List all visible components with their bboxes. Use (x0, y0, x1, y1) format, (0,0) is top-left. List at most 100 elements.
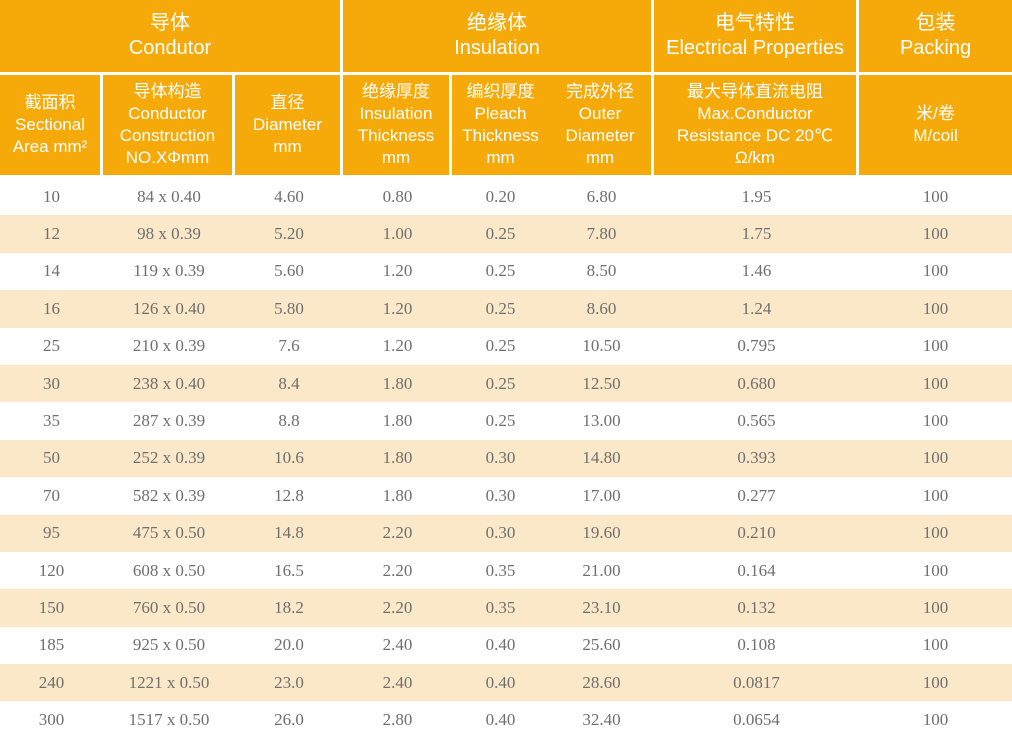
table-row: 12 98 x 0.39 5.20 1.00 0.25 7.80 1.75 100 (0, 215, 1012, 253)
cell-insulation-thickness: 1.80 (343, 439, 453, 478)
cell-max-conductor-resistance: 1.75 (654, 215, 860, 253)
table-row: 14 119 x 0.39 5.60 1.20 0.25 8.50 1.46 100 (0, 252, 1012, 291)
table-row: 50 252 x 0.39 10.6 1.80 0.30 14.80 0.393 100 (0, 439, 1012, 478)
cell-m-per-coil: 100 (859, 551, 1012, 590)
cell-conductor-construction: 84 x 0.40 (103, 178, 235, 216)
cell-insulation-thickness: 1.20 (343, 327, 453, 365)
cell-outer-diameter: 7.80 (549, 215, 655, 253)
cell-diameter: 20.0 (235, 626, 344, 665)
cell-pleach-thickness: 0.25 (452, 252, 550, 291)
cell-max-conductor-resistance: 0.164 (654, 551, 860, 590)
cell-sectional-area: 50 (0, 439, 103, 478)
cell-diameter: 8.8 (235, 402, 344, 440)
cell-diameter: 4.60 (235, 178, 344, 216)
table-header: 导体 Condutor 绝缘体 Insulation 电气特性 Electric… (0, 0, 1012, 178)
cell-conductor-construction: 475 x 0.50 (103, 514, 235, 552)
cell-m-per-coil: 100 (859, 514, 1012, 552)
cell-outer-diameter: 13.00 (549, 402, 655, 440)
cell-outer-diameter: 17.00 (549, 477, 655, 515)
cell-diameter: 23.0 (235, 664, 344, 702)
cell-m-per-coil: 100 (859, 701, 1012, 739)
col-header-conductor-construction: 导体构造 Conductor Construction NO.XΦmm (103, 75, 235, 178)
cell-outer-diameter: 21.00 (549, 551, 655, 590)
cell-pleach-thickness: 0.40 (452, 664, 550, 702)
cell-m-per-coil: 100 (859, 178, 1012, 216)
cell-max-conductor-resistance: 0.210 (654, 514, 860, 552)
cell-diameter: 8.4 (235, 364, 344, 403)
col-header-insulation-thickness: 绝缘厚度 Insulation Thickness mm (343, 75, 453, 178)
col-header-max-conductor-resistance: 最大导体直流电阻 Max.Conductor Resistance DC 20℃… (654, 75, 860, 178)
cell-outer-diameter: 12.50 (549, 364, 655, 403)
cell-sectional-area: 185 (0, 626, 103, 665)
cell-m-per-coil: 100 (859, 364, 1012, 403)
cell-sectional-area: 70 (0, 477, 103, 515)
cell-m-per-coil: 100 (859, 402, 1012, 440)
cell-outer-diameter: 8.60 (549, 290, 655, 328)
cell-diameter: 26.0 (235, 701, 344, 739)
cell-pleach-thickness: 0.25 (452, 215, 550, 253)
group-header-insulation: 绝缘体 Insulation (343, 0, 655, 75)
cell-m-per-coil: 100 (859, 290, 1012, 328)
cell-insulation-thickness: 1.00 (343, 215, 453, 253)
cell-max-conductor-resistance: 0.565 (654, 402, 860, 440)
cell-sectional-area: 120 (0, 551, 103, 590)
cell-sectional-area: 30 (0, 364, 103, 403)
cell-diameter: 10.6 (235, 439, 344, 478)
cell-insulation-thickness: 1.80 (343, 477, 453, 515)
cell-pleach-thickness: 0.25 (452, 290, 550, 328)
cell-outer-diameter: 6.80 (549, 178, 655, 216)
cell-conductor-construction: 1221 x 0.50 (103, 664, 235, 702)
cell-diameter: 5.60 (235, 252, 344, 291)
cell-max-conductor-resistance: 1.24 (654, 290, 860, 328)
cell-outer-diameter: 28.60 (549, 664, 655, 702)
col-header-pleach-thickness: 编织厚度 Pleach Thickness mm (452, 75, 550, 178)
cell-conductor-construction: 582 x 0.39 (103, 477, 235, 515)
cell-insulation-thickness: 2.80 (343, 701, 453, 739)
cell-pleach-thickness: 0.35 (452, 551, 550, 590)
column-header-row: 截面积 Sectional Area mm² 导体构造 Conductor Co… (0, 75, 1012, 178)
table-row: 300 1517 x 0.50 26.0 2.80 0.40 32.40 0.0654 100 (0, 701, 1012, 739)
cell-conductor-construction: 126 x 0.40 (103, 290, 235, 328)
cell-conductor-construction: 210 x 0.39 (103, 327, 235, 365)
cell-max-conductor-resistance: 0.680 (654, 364, 860, 403)
group-header-electrical-properties: 电气特性 Electrical Properties (654, 0, 860, 75)
table-row: 150 760 x 0.50 18.2 2.20 0.35 23.10 0.132 100 (0, 589, 1012, 627)
table-row: 30 238 x 0.40 8.4 1.80 0.25 12.50 0.680 100 (0, 364, 1012, 403)
cell-insulation-thickness: 2.40 (343, 664, 453, 702)
group-header-packing: 包装 Packing (859, 0, 1012, 75)
table-row: 240 1221 x 0.50 23.0 2.40 0.40 28.60 0.0817 100 (0, 664, 1012, 702)
cell-m-per-coil: 100 (859, 626, 1012, 665)
cell-diameter: 16.5 (235, 551, 344, 590)
cell-pleach-thickness: 0.25 (452, 402, 550, 440)
cell-sectional-area: 25 (0, 327, 103, 365)
cell-pleach-thickness: 0.30 (452, 514, 550, 552)
cell-pleach-thickness: 0.40 (452, 701, 550, 739)
cell-max-conductor-resistance: 0.108 (654, 626, 860, 665)
table-row: 35 287 x 0.39 8.8 1.80 0.25 13.00 0.565 100 (0, 402, 1012, 440)
cell-m-per-coil: 100 (859, 664, 1012, 702)
cell-pleach-thickness: 0.30 (452, 439, 550, 478)
cell-diameter: 14.8 (235, 514, 344, 552)
cell-conductor-construction: 608 x 0.50 (103, 551, 235, 590)
cell-sectional-area: 240 (0, 664, 103, 702)
cell-sectional-area: 10 (0, 178, 103, 216)
cell-sectional-area: 150 (0, 589, 103, 627)
cell-max-conductor-resistance: 0.132 (654, 589, 860, 627)
cell-m-per-coil: 100 (859, 439, 1012, 478)
col-header-outer-diameter: 完成外径 Outer Diameter mm (549, 75, 655, 178)
cell-m-per-coil: 100 (859, 477, 1012, 515)
table-row: 16 126 x 0.40 5.80 1.20 0.25 8.60 1.24 100 (0, 290, 1012, 328)
cell-conductor-construction: 1517 x 0.50 (103, 701, 235, 739)
cell-insulation-thickness: 1.80 (343, 364, 453, 403)
cell-max-conductor-resistance: 0.795 (654, 327, 860, 365)
cell-pleach-thickness: 0.35 (452, 589, 550, 627)
cell-outer-diameter: 14.80 (549, 439, 655, 478)
cell-outer-diameter: 23.10 (549, 589, 655, 627)
cell-m-per-coil: 100 (859, 215, 1012, 253)
cell-m-per-coil: 100 (859, 589, 1012, 627)
cell-max-conductor-resistance: 0.0817 (654, 664, 860, 702)
cell-max-conductor-resistance: 1.95 (654, 178, 860, 216)
cell-pleach-thickness: 0.40 (452, 626, 550, 665)
cell-conductor-construction: 119 x 0.39 (103, 252, 235, 291)
group-header-conductor: 导体 Condutor (0, 0, 344, 75)
